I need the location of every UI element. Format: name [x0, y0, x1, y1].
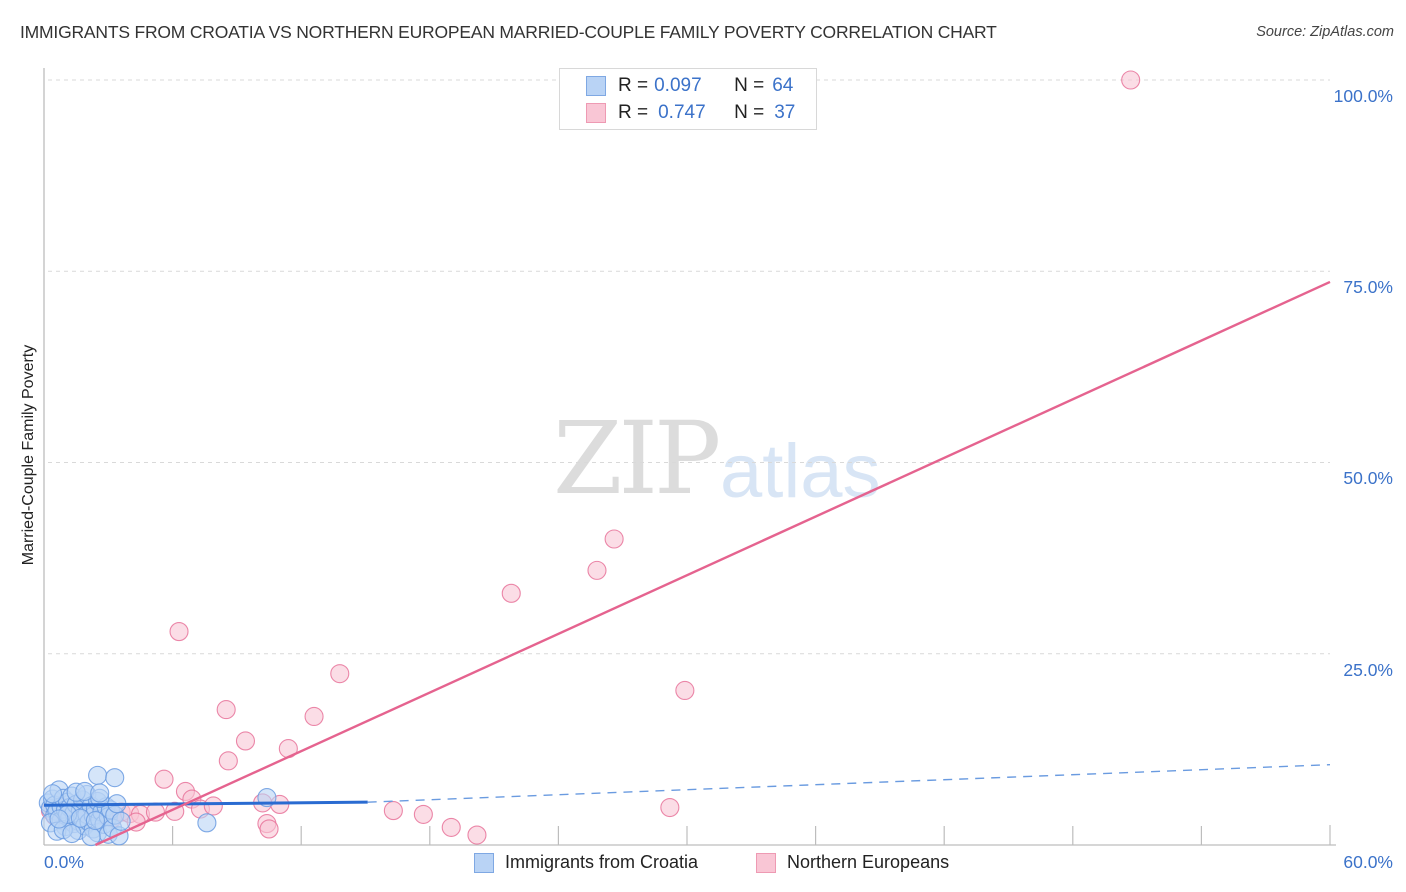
- n-value: 37: [774, 102, 796, 123]
- legend-row-northern-europeans: R = 0.747 N = 37: [586, 101, 795, 125]
- n-label: N =: [734, 75, 765, 96]
- r-value: 0.097: [654, 75, 702, 96]
- legend-item-croatia[interactable]: Immigrants from Croatia: [474, 852, 698, 873]
- y-tick-25: 25.0%: [1343, 660, 1393, 680]
- blue-swatch-icon: [474, 852, 494, 873]
- pink-swatch-icon: [756, 852, 776, 873]
- gridlines: [48, 79, 1330, 655]
- legend-label: Immigrants from Croatia: [505, 852, 699, 872]
- stats-legend: R = 0.097 N = 64 R = 0.747 N = 37: [559, 68, 817, 130]
- r-value: 0.747: [658, 102, 706, 123]
- legend-item-northern-europeans[interactable]: Northern Europeans: [756, 852, 949, 873]
- blue-swatch-icon: [586, 76, 606, 96]
- n-value: 64: [772, 75, 794, 96]
- pink-swatch-icon: [586, 103, 606, 123]
- x-tick-60: 60.0%: [1343, 852, 1393, 872]
- n-label: N =: [734, 102, 765, 123]
- y-axis-label: Married-Couple Family Poverty: [20, 344, 37, 566]
- r-label: R =: [618, 102, 649, 123]
- legend-row-croatia: R = 0.097 N = 64: [586, 74, 793, 98]
- source-credit: Source: ZipAtlas.com: [1256, 24, 1394, 40]
- series-legend: Immigrants from Croatia Northern Europea…: [0, 852, 1406, 878]
- series-northern-europeans: [40, 70, 1141, 845]
- y-tick-100: 100.0%: [1333, 86, 1393, 106]
- r-label: R =: [618, 75, 649, 96]
- trend-lines: [43, 280, 1331, 847]
- y-tick-50: 50.0%: [1343, 468, 1393, 488]
- chart-title: IMMIGRANTS FROM CROATIA VS NORTHERN EURO…: [20, 22, 997, 42]
- legend-label: Northern Europeans: [787, 852, 950, 872]
- axes: [43, 68, 1336, 846]
- y-tick-75: 75.0%: [1343, 277, 1393, 297]
- watermark-zip: ZIP: [553, 400, 721, 517]
- x-tick-0: 0.0%: [44, 852, 84, 872]
